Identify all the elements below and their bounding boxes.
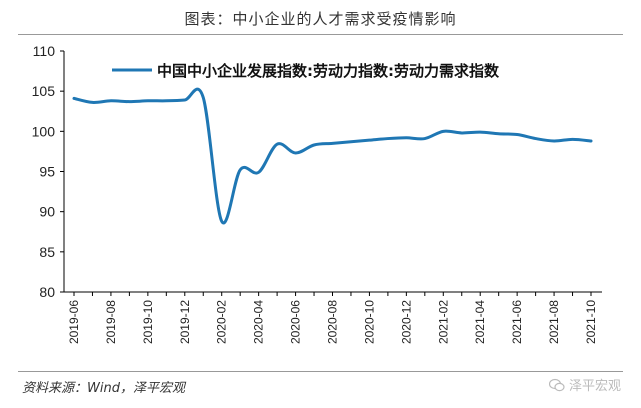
x-tick-label: 2021-10 [584,300,598,344]
y-tick-label: 95 [39,164,55,180]
x-tick-label: 2020-06 [289,300,303,344]
watermark-text: 泽平宏观 [568,379,621,394]
x-tick-label: 2020-08 [326,300,340,344]
y-tick-label: 85 [39,244,55,260]
footer-divider [18,371,623,372]
y-tick-label: 80 [39,284,55,300]
wechat-icon [548,378,565,391]
x-tick-label: 2019-08 [104,300,118,344]
x-tick-label: 2019-10 [141,300,155,344]
x-tick-label: 2020-02 [215,300,229,344]
title-divider [18,34,623,35]
x-tick-label: 2019-06 [67,300,81,344]
x-tick-label: 2020-10 [362,300,376,344]
y-tick-label: 110 [33,43,56,59]
x-tick-label: 2021-02 [436,300,450,344]
y-tick-label: 90 [39,204,55,220]
y-tick-label: 105 [32,83,56,99]
x-tick-label: 2021-06 [510,300,524,344]
x-tick-label: 2019-12 [178,300,192,344]
x-tick-label: 2020-04 [252,300,266,344]
figure-title: 图表：中小企业的人才需求受疫情影响 [184,10,457,28]
x-tick-label: 2021-04 [473,300,487,344]
y-tick-label: 100 [32,123,56,139]
legend-label: 中国中小企业发展指数:劳动力指数:劳动力需求指数 [157,62,500,80]
series-line [72,87,593,225]
source-note: 资料来源：Wind，泽平宏观 [22,381,185,396]
watermark: 泽平宏观 [548,375,621,394]
x-tick-label: 2021-08 [547,300,561,344]
x-tick-label: 2020-12 [399,300,413,344]
